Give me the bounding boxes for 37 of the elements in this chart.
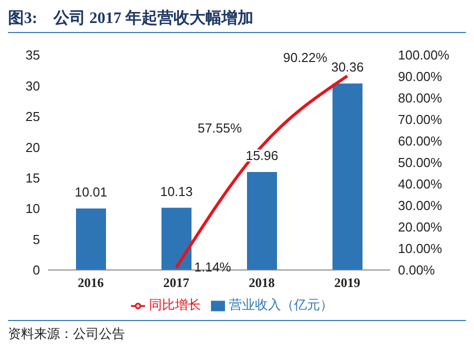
y-tick-label: 0 — [32, 262, 40, 278]
y2-tick-label: 70.00% — [398, 112, 443, 128]
legend-label: 同比增长 — [149, 297, 201, 312]
y2-tick-label: 20.00% — [398, 220, 443, 235]
bar — [247, 172, 277, 270]
x-tick-label: 2019 — [334, 275, 361, 290]
y-tick-label: 35 — [26, 48, 40, 63]
data-label: 10.01 — [74, 184, 108, 200]
data-label: 90.22% — [283, 50, 328, 66]
y2-tick-label: 40.00% — [398, 176, 443, 192]
y2-tick-label: 0.00% — [398, 262, 436, 278]
data-label: 30.36 — [331, 60, 364, 75]
text: 资料来源：公司公告 — [8, 320, 466, 343]
bar — [162, 208, 192, 270]
y-tick-label: 5 — [32, 232, 40, 247]
y-tick-label: 15 — [26, 170, 40, 186]
data-label: 57.55% — [198, 120, 242, 136]
y2-tick-label: 80.00% — [398, 90, 443, 106]
y2-tick-label: 30.00% — [398, 198, 443, 214]
x-tick-label: 2017 — [163, 275, 190, 290]
data-label: 10.13 — [160, 184, 193, 199]
x-tick-label: 2018 — [248, 275, 276, 290]
bar — [76, 208, 106, 270]
y2-tick-label: 10.00% — [398, 241, 443, 256]
legend-label: 营业收入（亿元） — [229, 297, 333, 312]
y2-tick-label: 90.00% — [398, 69, 443, 84]
y-tick-label: 25 — [26, 109, 40, 124]
y2-tick-label: 100.00% — [398, 48, 450, 63]
y2-tick-label: 50.00% — [398, 155, 443, 170]
data-label: 1.14% — [194, 260, 232, 275]
y-tick-label: 20 — [26, 140, 40, 155]
x-tick-label: 2016 — [78, 275, 104, 290]
y-tick-label: 30 — [26, 78, 40, 94]
y2-tick-label: 60.00% — [398, 134, 443, 149]
y-tick-label: 10 — [26, 201, 40, 216]
bar — [332, 84, 362, 270]
chart-title: 图3: 公司 2017 年起营收大幅增加 — [8, 8, 466, 33]
